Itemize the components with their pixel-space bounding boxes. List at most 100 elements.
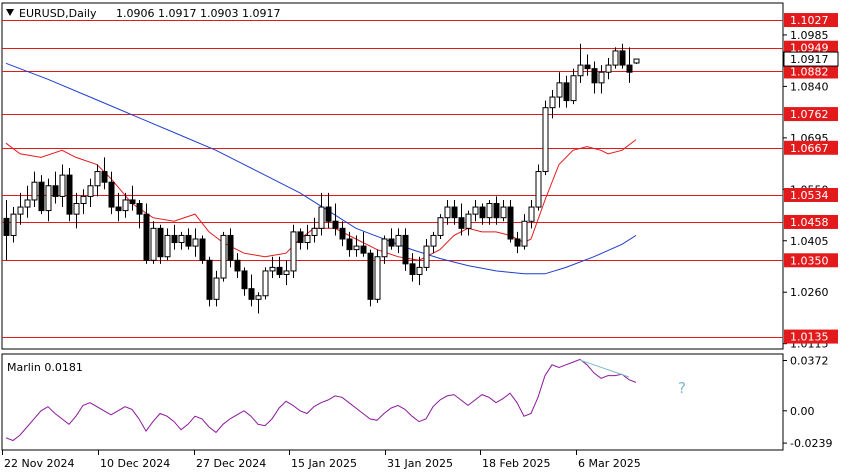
candle [129, 185, 136, 211]
candle [570, 68, 577, 105]
candle [66, 168, 73, 222]
candle-body-down [248, 288, 255, 300]
candle [213, 270, 220, 307]
candle-body-up [178, 234, 185, 244]
candle-body-down [346, 238, 353, 251]
candle-body-up [283, 270, 290, 275]
candle [626, 47, 633, 83]
candle [206, 256, 213, 307]
candle-body-up [395, 234, 402, 247]
candle [199, 235, 206, 264]
candle [262, 267, 269, 300]
candle [24, 185, 31, 218]
candle-body-up [290, 231, 297, 272]
level-label-box [784, 187, 838, 202]
level-label-box [784, 40, 838, 55]
level-label-box [784, 64, 838, 79]
candle [157, 224, 164, 264]
price-tick-label: 1.0840 [790, 80, 829, 93]
candle [472, 199, 479, 222]
candle-body-up [10, 213, 17, 236]
candle [612, 47, 619, 69]
candle-body-up [535, 171, 542, 208]
level-price-label: 1.0949 [784, 40, 838, 55]
candle-body-up [150, 227, 157, 261]
candle-body-up [381, 238, 388, 258]
candle-body-up [80, 195, 87, 205]
candle-body-up [444, 206, 451, 219]
current-price-text: 1.0917 [790, 53, 829, 66]
ohlc-values: 1.0906 1.0917 1.0903 1.0917 [116, 7, 280, 20]
candle [136, 199, 143, 229]
time-tick-label: 6 Mar 2025 [578, 457, 641, 470]
candle [374, 249, 381, 303]
level-label-text: 1.0762 [790, 108, 829, 121]
candle-body-up [17, 206, 24, 215]
level-label-text: 1.0949 [790, 42, 829, 55]
indicator-label: Marlin 0.0181 [7, 361, 83, 374]
candle [633, 58, 640, 65]
time-tick-label: 15 Jan 2025 [291, 457, 357, 470]
price-tick-label: 1.0260 [790, 286, 829, 299]
level-label-box [784, 329, 838, 344]
candle-body-down [38, 181, 45, 212]
candle [283, 260, 290, 286]
candle-body-up [24, 199, 31, 208]
candle-body-up [472, 206, 479, 215]
level-price-label: 1.0762 [784, 107, 838, 122]
level-price-label: 1.0667 [784, 140, 838, 155]
candle-body-down [458, 217, 465, 229]
candle-body-down [507, 206, 514, 240]
price-tick-label: 1.0985 [790, 29, 829, 42]
candle-body-down [206, 259, 213, 300]
candle [402, 228, 409, 271]
candle-body-down [276, 266, 283, 275]
candle-body-down [563, 82, 570, 102]
candle-body-down [52, 185, 59, 197]
candle-body-down [591, 68, 598, 84]
time-axis: 22 Nov 2024 10 Dec 2024 27 Dec 2024 15 Jan … [2, 450, 641, 470]
candle [556, 72, 563, 108]
candle [332, 203, 339, 236]
candle [416, 256, 423, 286]
candle-body-down [402, 234, 409, 265]
level-label-text: 1.0350 [790, 254, 829, 267]
candle [17, 192, 24, 225]
candle [409, 253, 416, 282]
candle [584, 54, 591, 76]
candle [304, 224, 311, 250]
candle-body-up [577, 64, 584, 77]
oscillator-layer: 0.0372 0.00 -0.0239 [5, 354, 832, 450]
candle-body-down [241, 270, 248, 290]
candle-body-down [514, 238, 521, 247]
candle [423, 238, 430, 271]
candle [528, 199, 535, 229]
candle [255, 292, 262, 314]
collapse-triangle-icon[interactable] [6, 9, 14, 16]
candle [437, 214, 444, 239]
level-labels: 1.1027 1.0949 1.0882 1.0762 1.0667 1.0534 1.04… [783, 13, 839, 344]
candle [493, 196, 500, 225]
level-label-text: 1.0534 [790, 189, 829, 202]
candle-body-down [199, 238, 206, 261]
candle-body-down [626, 64, 633, 73]
price-tick-label: 1.0405 [790, 235, 829, 248]
candle-body-up [262, 270, 269, 297]
candle [360, 231, 367, 257]
oscillator-line [5, 358, 637, 442]
candle [10, 207, 17, 243]
candle [122, 192, 129, 218]
candle-body-up [528, 206, 535, 222]
candle [38, 175, 45, 215]
candle-body-up [521, 220, 528, 247]
candle [444, 199, 451, 225]
level-label-box [784, 214, 838, 229]
candle [178, 231, 185, 250]
candle [542, 100, 549, 176]
candle-body-down [143, 213, 150, 261]
osc-tick-label: 0.0372 [790, 354, 829, 367]
candle-body-up [374, 256, 381, 300]
candle-body-up [255, 295, 262, 300]
